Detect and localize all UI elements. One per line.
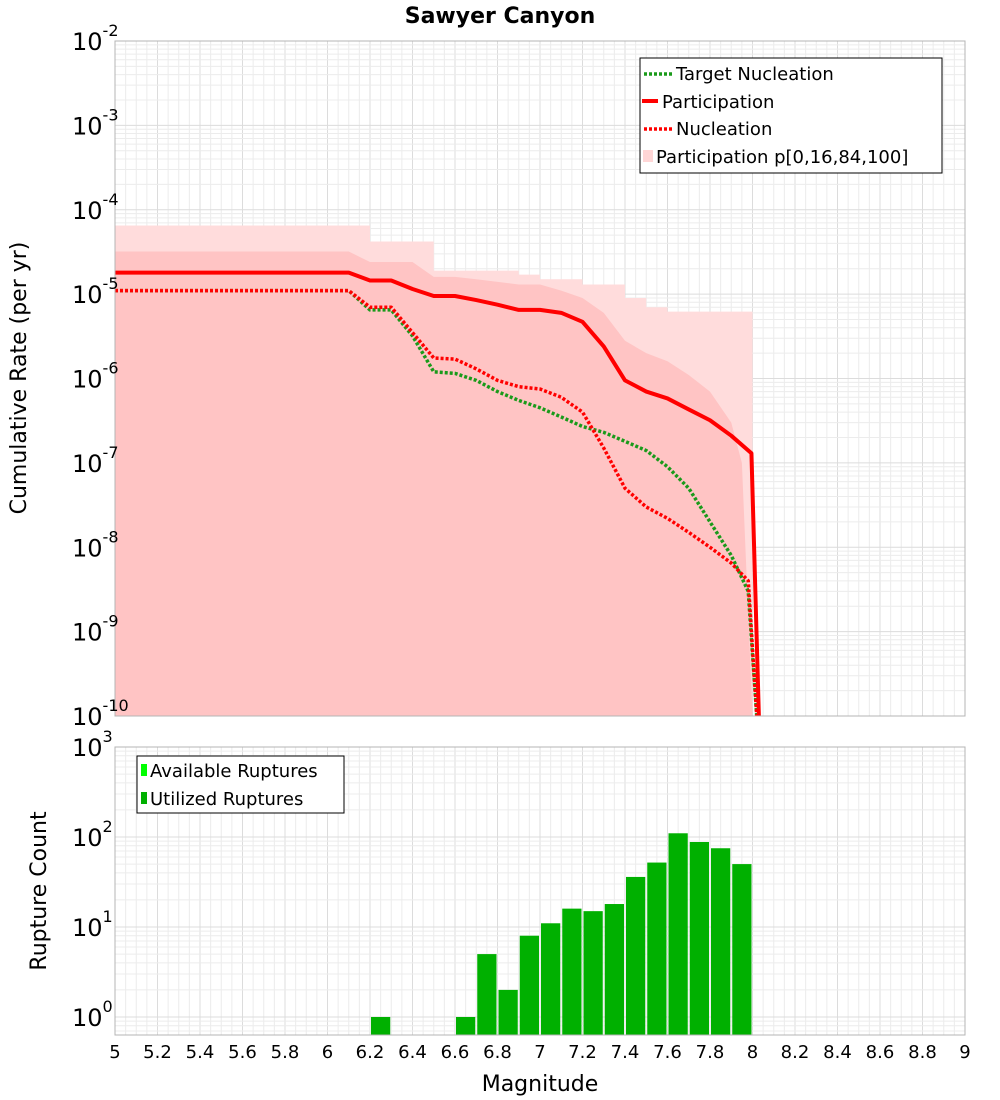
utilized-ruptures-bar	[689, 841, 709, 1035]
rate-plot: 10-2 10-3 10-4 10-5 10-6 10-7 10-8 10-9 10-10 Cu…	[7, 21, 966, 731]
legend-participation-label: Participation	[662, 92, 774, 113]
series-participation-line	[115, 270, 761, 717]
magnitude-x-tick-label: 6	[322, 1042, 333, 1063]
magnitude-x-tick-label: 5.4	[186, 1042, 215, 1063]
magnitude-x-tick-label: 5.6	[228, 1042, 257, 1063]
magnitude-x-tick-label: 8.6	[866, 1042, 895, 1063]
magnitude-x-tick-label: 6.2	[356, 1042, 385, 1063]
rate-y-ticks: 10-2 10-3 10-4 10-5 10-6 10-7 10-8 10-9 10-10	[72, 21, 129, 731]
participation-band-p16-p84	[115, 251, 753, 716]
utilized-ruptures-bar	[519, 935, 539, 1035]
rupture-count-y-tick-label: 102	[72, 817, 113, 852]
rate-y-tick-label: 10-3	[72, 105, 119, 140]
rate-legend: Target Nucleation Participation Nucleati…	[639, 57, 943, 174]
legend-nucleation-label: Nucleation	[676, 119, 772, 140]
rate-y-tick-label: 10-8	[72, 527, 119, 562]
utilized-ruptures-bar	[562, 908, 582, 1035]
rupture-count-y-axis-title: Rupture Count	[27, 811, 52, 971]
chart-title: Sawyer Canyon	[405, 4, 596, 29]
magnitude-x-tick-label: 8	[747, 1042, 758, 1063]
magnitude-x-tick-label: 6.8	[483, 1042, 512, 1063]
magnitude-x-tick-label: 7.6	[653, 1042, 682, 1063]
utilized-ruptures-bar	[668, 833, 688, 1035]
rate-y-tick-label: 10-9	[72, 612, 119, 647]
rate-y-tick-label: 10-6	[72, 359, 119, 394]
utilized-ruptures-bar	[498, 989, 518, 1035]
legend-utilized-ruptures-swatch	[141, 792, 147, 804]
utilized-ruptures-bar	[647, 862, 667, 1035]
legend-target-nucleation-label: Target Nucleation	[675, 64, 834, 85]
magnitude-x-ticks: 5 5.2 5.4 5.6 5.8 6 6.2 6.4 6.6 6.8 7 7.2 7.4 7.6 7.8 8…	[109, 1042, 970, 1063]
magnitude-x-tick-label: 7	[534, 1042, 545, 1063]
rate-y-tick-label: 10-5	[72, 274, 119, 309]
utilized-ruptures-bar	[456, 1017, 476, 1035]
magnitude-x-tick-label: 5	[109, 1042, 120, 1063]
rupture-count-y-tick-label: 101	[72, 907, 113, 942]
rate-y-tick-label: 10-2	[72, 21, 119, 56]
magnitude-x-tick-label: 7.2	[568, 1042, 597, 1063]
utilized-ruptures-bar	[711, 848, 731, 1035]
utilized-ruptures-bar	[541, 923, 561, 1035]
magnitude-x-tick-label: 9	[959, 1042, 970, 1063]
rate-legend-box	[639, 57, 943, 174]
rupture-count-y-tick-label: 103	[72, 727, 113, 762]
magnitude-x-tick-label: 6.6	[441, 1042, 470, 1063]
rupture-legend-box	[136, 755, 345, 814]
rupture-count-y-tick-label: 100	[72, 997, 113, 1032]
utilized-ruptures-bar	[477, 954, 497, 1035]
rate-y-tick-label: 10-10	[72, 696, 129, 731]
rupture-count-y-ticks: 100 101 102 103	[72, 727, 113, 1032]
rate-y-axis-title: Cumulative Rate (per yr)	[7, 242, 32, 515]
rupture-count-bars	[371, 833, 752, 1035]
legend-utilized-ruptures-label: Utilized Ruptures	[150, 789, 303, 810]
utilized-ruptures-bar	[626, 876, 646, 1035]
rupture-legend: Available Ruptures Utilized Ruptures	[136, 755, 345, 814]
utilized-ruptures-bar	[604, 904, 624, 1035]
utilized-ruptures-bar	[732, 864, 752, 1035]
rate-y-tick-label: 10-7	[72, 443, 119, 478]
magnitude-x-tick-label: 5.2	[143, 1042, 172, 1063]
magnitude-x-tick-label: 6.4	[398, 1042, 427, 1063]
legend-participation-band-swatch	[643, 150, 653, 162]
magnitude-x-axis-title: Magnitude	[482, 1072, 599, 1097]
participation-bands	[115, 225, 753, 716]
rupture-count-plot: 100 101 102 103 5 5.2 5.4 5.6 5.8 6 6.2 6.4 6.6 6.8 7…	[27, 727, 971, 1097]
legend-available-ruptures-label: Available Ruptures	[150, 761, 318, 782]
rate-y-tick-label: 10-4	[72, 190, 119, 225]
magnitude-x-tick-label: 8.4	[823, 1042, 852, 1063]
rate-lines	[115, 270, 761, 717]
utilized-ruptures-bar	[583, 911, 603, 1035]
magnitude-x-tick-label: 7.8	[696, 1042, 725, 1063]
magnitude-x-tick-label: 8.2	[781, 1042, 810, 1063]
magnitude-x-tick-label: 5.8	[271, 1042, 300, 1063]
legend-participation-band-label: Participation p[0,16,84,100]	[656, 147, 908, 168]
utilized-ruptures-bar	[371, 1017, 391, 1035]
magnitude-x-tick-label: 7.4	[611, 1042, 640, 1063]
magnitude-x-tick-label: 8.8	[908, 1042, 937, 1063]
rupture-count-grid	[114, 747, 966, 1035]
legend-available-ruptures-swatch	[141, 764, 147, 776]
